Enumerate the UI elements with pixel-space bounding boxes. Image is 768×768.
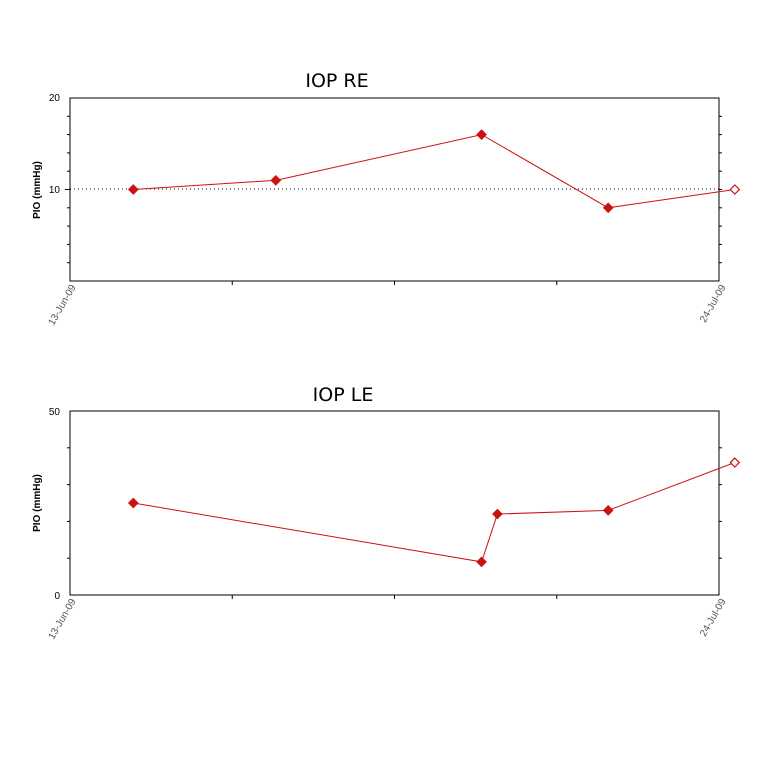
- y-tick-label-top: 50: [49, 407, 61, 418]
- data-point: [476, 129, 487, 140]
- x-tick-label-end: 24-Jul-09: [698, 597, 729, 639]
- chart-iop-re: IOP RE PIO (mmHg) 20 10 13-Jun-09 24-Jul…: [32, 70, 741, 328]
- data-point: [602, 505, 614, 516]
- data-point: [729, 184, 741, 195]
- data-point: [270, 175, 282, 186]
- chart-title: IOP LE: [313, 384, 374, 406]
- x-tick-label-start: 13-Jun-09: [47, 283, 79, 328]
- plot-frame: [69, 410, 720, 596]
- data-point: [729, 457, 741, 468]
- series-marks: [127, 129, 741, 214]
- data-point: [476, 556, 487, 568]
- y-axis-label: PIO (mmHg): [32, 474, 43, 532]
- data-point: [127, 497, 139, 509]
- series-marks: [127, 457, 741, 568]
- axis-ticks: [67, 447, 722, 599]
- y-tick-label-top: 20: [49, 93, 61, 104]
- y-tick-label-mid: 10: [49, 185, 61, 196]
- data-point: [492, 508, 503, 520]
- data-point: [602, 202, 614, 214]
- chart-iop-le: IOP LE PIO (mmHg) 50 0 13-Jun-09 24-Jul-…: [32, 384, 741, 642]
- axis-ticks: [65, 115, 722, 285]
- chart-title: IOP RE: [305, 70, 368, 92]
- y-tick-label-bottom: 0: [54, 591, 60, 602]
- data-point: [127, 184, 139, 195]
- x-tick-label-start: 13-Jun-09: [47, 597, 79, 642]
- y-axis-label: PIO (mmHg): [32, 161, 43, 219]
- x-tick-label-end: 24-Jul-09: [698, 283, 729, 325]
- series-line: [133, 462, 736, 563]
- series-line: [133, 134, 735, 209]
